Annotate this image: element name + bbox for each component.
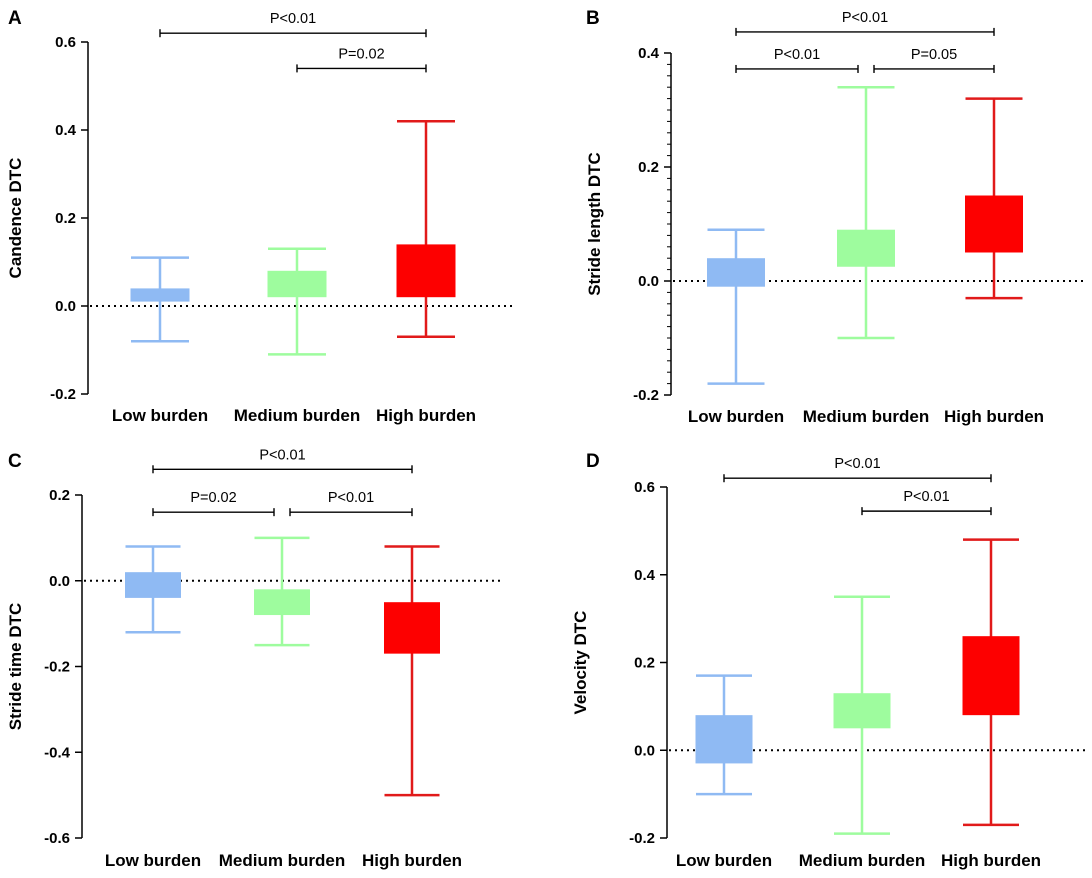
significance-bracket: P=0.05 bbox=[873, 47, 995, 73]
x-category-label: Medium burden bbox=[219, 851, 346, 870]
box-iqr bbox=[125, 572, 181, 598]
box-low-burden bbox=[125, 545, 181, 634]
bracket-label: P<0.01 bbox=[328, 490, 374, 506]
significance-bracket: P=0.02 bbox=[296, 46, 427, 73]
box-iqr bbox=[837, 229, 895, 267]
significance-bracket: P=0.02 bbox=[152, 490, 275, 517]
y-axis-title: Velocity DTC bbox=[571, 611, 590, 715]
box-iqr bbox=[965, 195, 1023, 253]
y-tick-label: -0.4 bbox=[44, 744, 71, 761]
x-category-label: Medium burden bbox=[234, 406, 361, 425]
x-category-label: Low burden bbox=[676, 851, 772, 870]
y-tick-label: 0.0 bbox=[634, 742, 655, 759]
box-iqr bbox=[384, 602, 440, 654]
significance-bracket: P<0.01 bbox=[289, 490, 413, 517]
panel-letter: B bbox=[586, 8, 600, 29]
x-category-label: Medium burden bbox=[803, 407, 930, 426]
box-low-burden bbox=[695, 674, 753, 796]
bracket-label: P<0.01 bbox=[270, 11, 316, 27]
x-category-label: Low burden bbox=[112, 406, 208, 425]
y-tick-label: 0.2 bbox=[55, 210, 76, 227]
panel-c: C -0.6 -0.4 -0.2 0.0 0.2 Stride time DTC Low bu… bbox=[6, 447, 500, 870]
box-iqr bbox=[962, 636, 1020, 716]
bracket-label: P=0.02 bbox=[338, 46, 384, 62]
significance-bracket: P<0.01 bbox=[861, 489, 992, 516]
x-category-label: Low burden bbox=[688, 407, 784, 426]
y-tick-label: 0.2 bbox=[638, 159, 659, 176]
box-medium-burden bbox=[267, 247, 327, 356]
x-category-label: Medium burden bbox=[799, 851, 926, 870]
box-medium-burden bbox=[833, 595, 891, 835]
box-high-burden bbox=[384, 545, 440, 797]
bracket-label: P=0.05 bbox=[911, 47, 957, 63]
y-tick-label: -0.2 bbox=[50, 386, 76, 403]
bracket-label: P<0.01 bbox=[259, 447, 305, 463]
y-tick-label: 0.0 bbox=[638, 273, 659, 290]
box-iqr bbox=[396, 244, 456, 298]
bracket-label: P=0.02 bbox=[190, 490, 236, 506]
significance-bracket: P<0.01 bbox=[735, 47, 859, 73]
panel-b: B -0.2 0.0 0.2 0.4 Stride length DTC Low burde… bbox=[585, 8, 1086, 426]
y-tick-label: 0.6 bbox=[634, 479, 655, 496]
x-category-label: High burden bbox=[376, 406, 476, 425]
panel-letter: A bbox=[8, 8, 22, 29]
y-tick-label: -0.2 bbox=[633, 387, 659, 404]
significance-bracket: P<0.01 bbox=[723, 456, 992, 483]
panel-letter: D bbox=[586, 451, 600, 472]
x-category-label: Low burden bbox=[105, 851, 201, 870]
x-category-label: High burden bbox=[941, 851, 1041, 870]
box-medium-burden bbox=[254, 536, 310, 647]
bracket-label: P<0.01 bbox=[842, 10, 888, 26]
y-tick-label: -0.2 bbox=[44, 659, 70, 676]
box-iqr bbox=[267, 270, 327, 298]
panel-letter: C bbox=[8, 451, 22, 472]
bracket-label: P<0.01 bbox=[903, 489, 949, 505]
box-high-burden bbox=[962, 538, 1020, 827]
y-tick-label: 0.6 bbox=[55, 34, 76, 51]
box-iqr bbox=[833, 693, 891, 729]
box-high-burden bbox=[396, 119, 456, 339]
box-iqr bbox=[254, 589, 310, 616]
y-tick-label: 0.0 bbox=[49, 573, 70, 590]
bracket-label: P<0.01 bbox=[834, 456, 880, 472]
y-tick-label: 0.2 bbox=[634, 655, 655, 672]
y-axis-title: Stride time DTC bbox=[6, 603, 25, 731]
box-low-burden bbox=[707, 228, 765, 385]
y-tick-label: -0.6 bbox=[44, 830, 70, 847]
box-medium-burden bbox=[837, 85, 895, 340]
panel-a: A -0.2 0.0 0.2 0.4 0.6 Candence DTC Low burden M… bbox=[6, 8, 515, 425]
box-iqr bbox=[707, 258, 765, 287]
panel-d: D -0.2 0.0 0.2 0.4 0.6 Velocity DTC Low burden M… bbox=[571, 451, 1086, 870]
significance-bracket: P<0.01 bbox=[159, 11, 427, 38]
y-tick-label: -0.2 bbox=[629, 830, 655, 847]
x-category-label: High burden bbox=[362, 851, 462, 870]
y-tick-label: 0.4 bbox=[55, 122, 77, 139]
box-low-burden bbox=[130, 256, 190, 343]
box-iqr bbox=[695, 715, 753, 764]
y-tick-label: 0.2 bbox=[49, 487, 70, 504]
y-axis-title: Candence DTC bbox=[6, 158, 25, 279]
x-category-label: High burden bbox=[944, 407, 1044, 426]
box-high-burden bbox=[965, 97, 1023, 300]
y-axis-title: Stride length DTC bbox=[585, 152, 604, 296]
significance-bracket: P<0.01 bbox=[735, 10, 995, 36]
y-tick-label: 0.0 bbox=[55, 298, 76, 315]
significance-bracket: P<0.01 bbox=[152, 447, 413, 474]
box-iqr bbox=[130, 288, 190, 302]
bracket-label: P<0.01 bbox=[774, 47, 820, 63]
y-tick-label: 0.4 bbox=[634, 567, 656, 584]
y-tick-label: 0.4 bbox=[638, 45, 660, 62]
